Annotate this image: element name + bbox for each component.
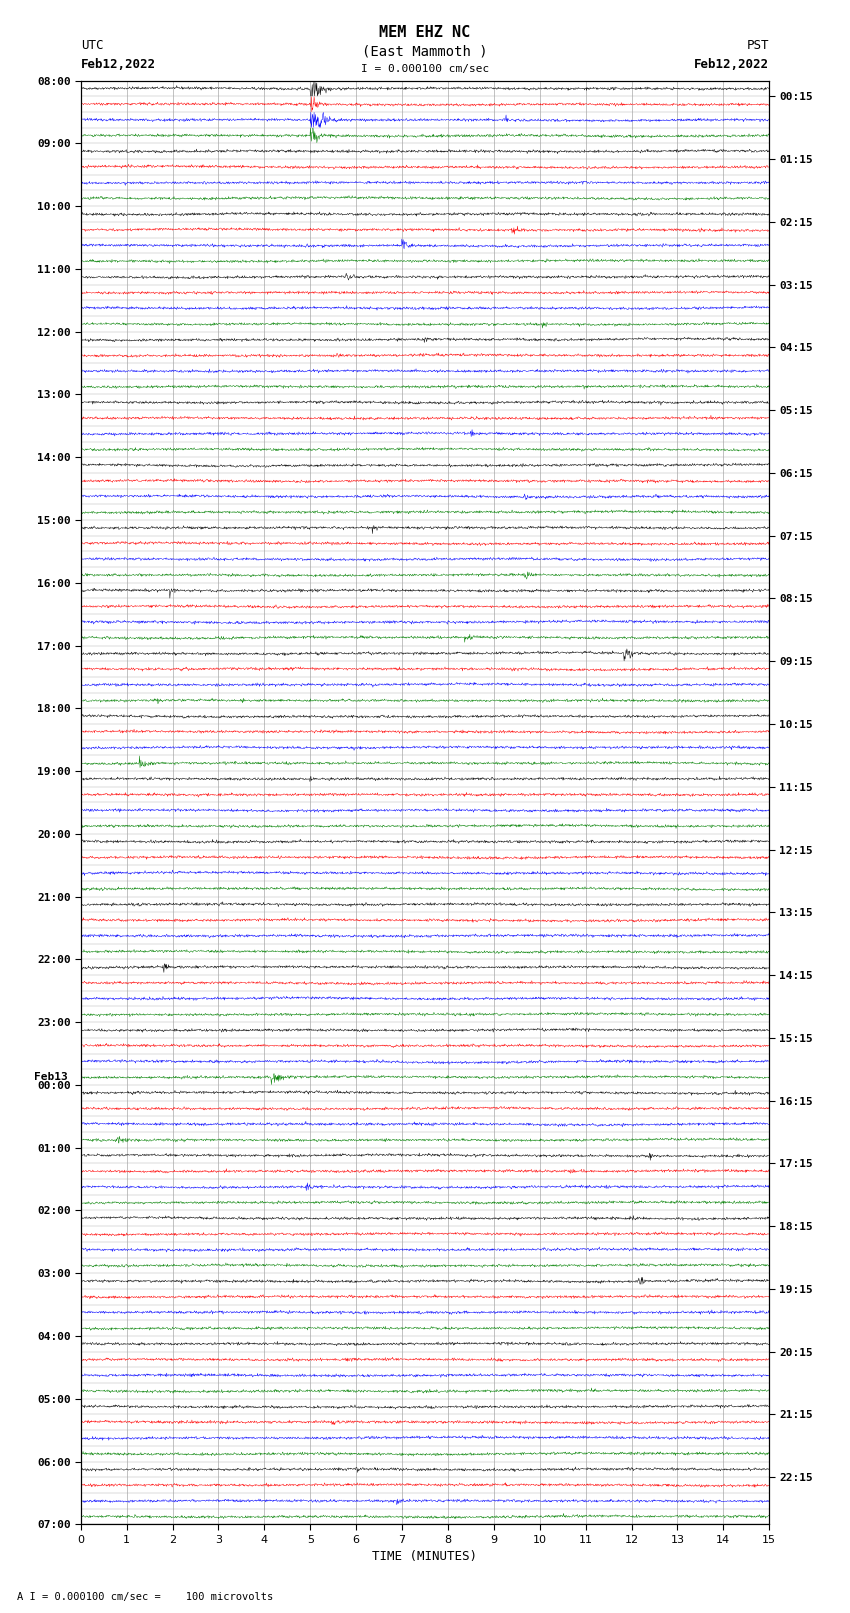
Text: Feb12,2022: Feb12,2022 [694, 58, 769, 71]
Text: (East Mammoth ): (East Mammoth ) [362, 45, 488, 58]
Text: UTC: UTC [81, 39, 103, 52]
Text: A I = 0.000100 cm/sec =    100 microvolts: A I = 0.000100 cm/sec = 100 microvolts [17, 1592, 273, 1602]
X-axis label: TIME (MINUTES): TIME (MINUTES) [372, 1550, 478, 1563]
Text: PST: PST [747, 39, 769, 52]
Text: I = 0.000100 cm/sec: I = 0.000100 cm/sec [361, 65, 489, 74]
Text: Feb13: Feb13 [34, 1073, 68, 1082]
Text: Feb12,2022: Feb12,2022 [81, 58, 156, 71]
Text: MEM EHZ NC: MEM EHZ NC [379, 24, 471, 40]
